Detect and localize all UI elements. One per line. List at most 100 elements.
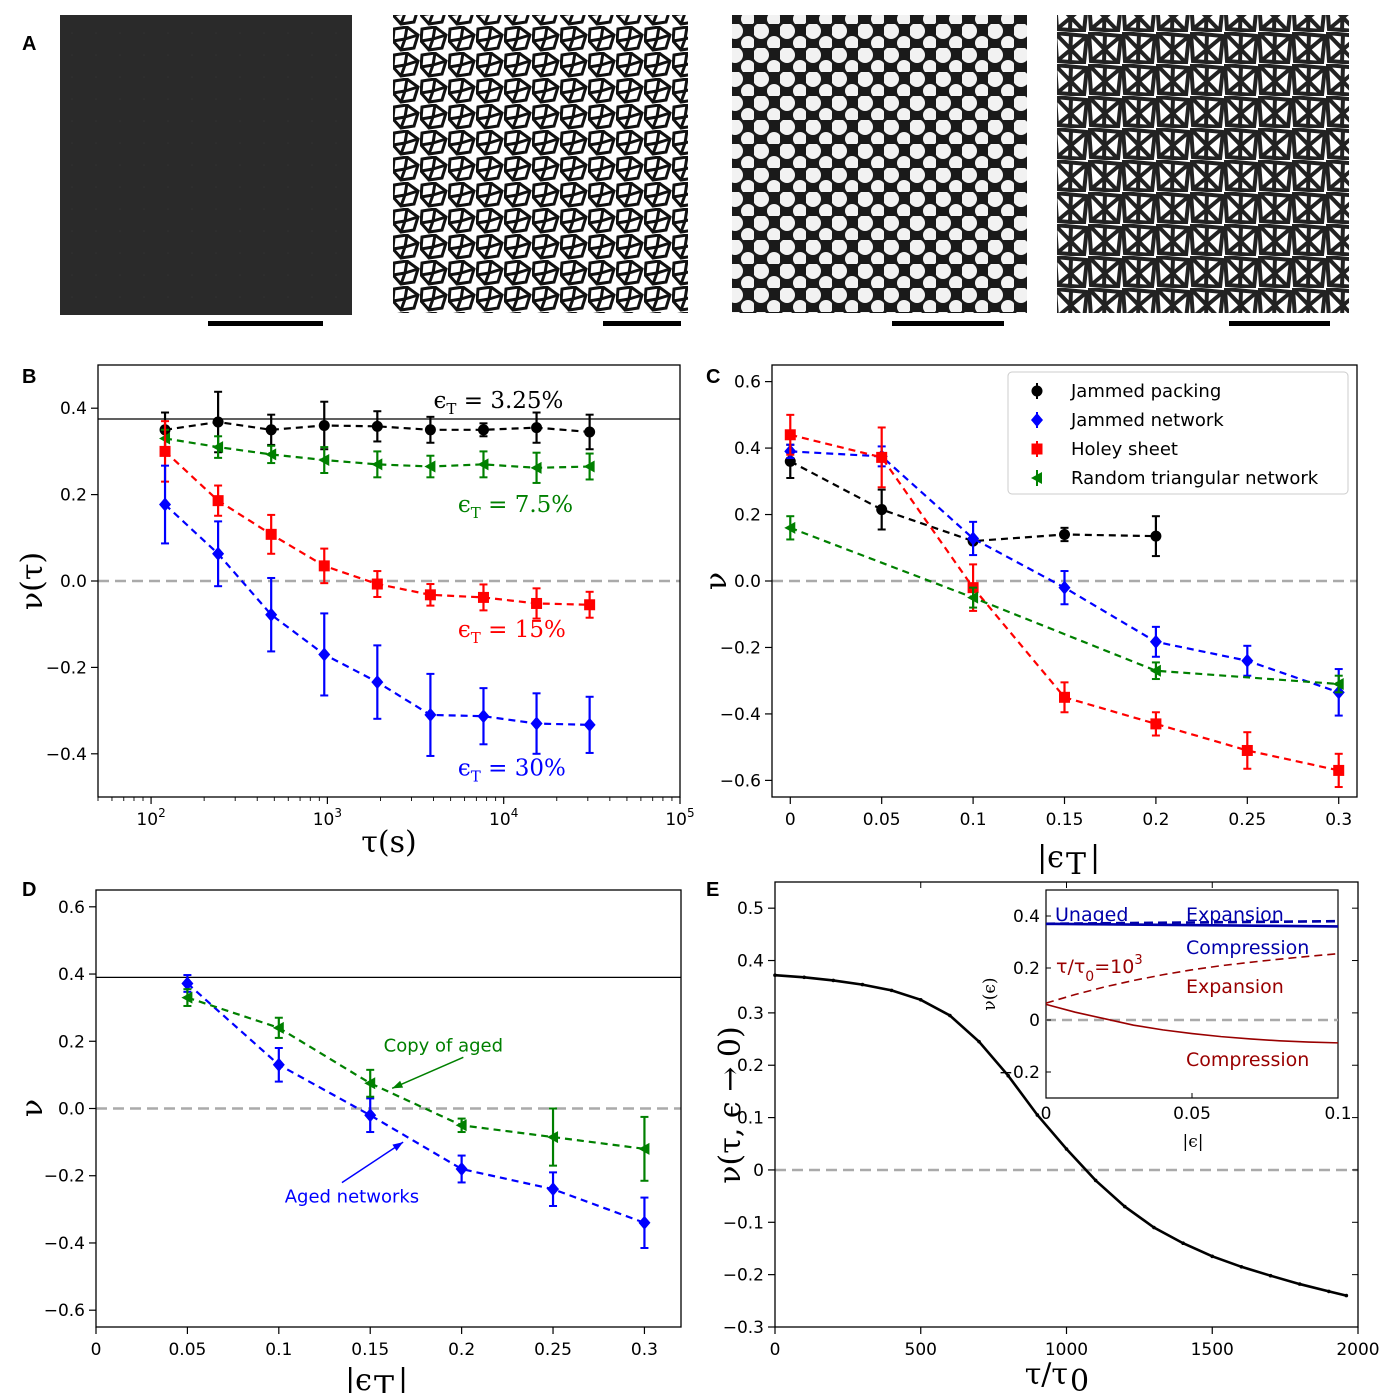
data-point [1059,691,1070,703]
data-point [948,1013,952,1018]
y-tick-label: 0.5 [737,899,764,919]
inset-series-line [1045,922,1339,928]
inset-y-tick-label: 0.4 [1013,907,1040,927]
inset-y-tick-label: −0.2 [999,1063,1040,1083]
data-point [1181,1241,1185,1246]
x-tick-label: 0.2 [1142,810,1169,830]
data-point [584,599,596,611]
series-annotation: ϵT = 7.5% [458,492,573,522]
plot-frame [771,364,1358,798]
data-point [424,707,437,722]
data-point [477,591,489,603]
panel-label-c: C [706,366,720,388]
annotation-arrow [391,1056,464,1090]
inset-series-line [1045,1003,1339,1044]
y-axis-title: ν [699,572,734,590]
x-tick-label: 0.1 [960,810,987,830]
arrow-annotation: Copy of aged [384,1035,503,1056]
x-tick-label: 102 [136,806,165,830]
data-point [831,978,836,983]
x-tick-label: 500 [905,1340,937,1360]
panel-a-images: A [22,15,1349,326]
inset-y-tick-label: 0 [1029,1011,1040,1031]
data-point [371,458,383,471]
data-point [547,1182,560,1197]
inset-x-tick-label: 0.1 [1324,1104,1351,1124]
y-tick-label: 0.4 [60,399,87,419]
arrow-head [392,1080,404,1089]
x-tick-label: 1000 [1045,1340,1088,1360]
data-point [918,997,923,1002]
data-point [1058,580,1071,595]
x-tick-label: 0.25 [534,1340,572,1360]
series-annotation: ϵT = 15% [458,617,566,647]
data-point [318,419,330,431]
y-tick-label: 0.4 [734,439,761,459]
x-axis-title: | [398,1363,408,1393]
inset-x-tick-label: 0 [1041,1104,1052,1124]
data-point [889,988,894,993]
data-point [1333,764,1345,776]
data-point [1268,1273,1273,1278]
inset-chart: 0 0.05 0.1 −0.2 0 0.2 0.4 Unaged Expansion Compre… [980,889,1352,1152]
data-point [531,597,543,609]
data-point [477,709,490,724]
y-tick-label: −0.1 [723,1213,764,1233]
data-point [181,991,193,1004]
y-tick-label: 0.4 [58,965,85,985]
data-point [477,424,489,436]
legend-label: Holey sheet [1071,439,1178,460]
data-point [212,495,224,507]
data-point [1297,1282,1302,1286]
legend-marker [1031,472,1042,484]
scale-bar [1229,321,1330,326]
scale-bar [603,321,681,326]
series-random-triangular-network-line [789,526,1339,686]
legend-label: Jammed packing [1070,381,1221,402]
x-axis-title: τ(s) [361,825,416,860]
data-point [371,578,383,590]
panel-label-b: B [22,366,36,388]
x-tick-label: 0.15 [1046,810,1084,830]
data-point [531,422,543,434]
data-point [424,460,436,473]
data-point [876,451,888,463]
x-tick-label: 1500 [1191,1340,1234,1360]
x-tick-label: 0 [91,1340,102,1360]
y-tick-label: −0.6 [720,771,761,791]
y-tick-label: 0.1 [737,1109,764,1129]
data-point [272,1057,285,1072]
data-point [181,976,194,991]
data-point [773,973,777,977]
inset-y-axis-title: ν(ϵ) [980,977,1000,1010]
data-point [318,647,331,662]
y-tick-label: 0.0 [60,572,87,592]
panel-label-a: A [22,33,36,55]
data-point [424,589,436,601]
plot-frame [95,889,682,1328]
data-point [876,504,888,516]
data-point [1332,678,1344,691]
data-point [455,1119,467,1132]
data-point [318,560,330,572]
series-annotation: ϵT = 30% [458,755,566,785]
x-tick-label: 0.3 [631,1340,658,1360]
data-point [212,441,224,454]
data-point [364,1108,377,1123]
data-point [1006,1073,1010,1078]
data-point [371,420,383,432]
data-point [1239,1264,1244,1269]
legend-box [1007,371,1349,495]
inset-label: τ/τ0=103 [1056,953,1143,985]
data-point [159,445,171,457]
panel-label-e: E [706,879,719,901]
data-point [860,982,865,987]
data-point [455,1162,468,1177]
inset-label: Compression [1186,937,1309,959]
data-point [530,461,542,474]
x-tick-label: 103 [313,806,342,830]
y-tick-label: −0.4 [44,1234,85,1254]
legend-marker [1031,413,1043,427]
data-point [265,424,277,436]
